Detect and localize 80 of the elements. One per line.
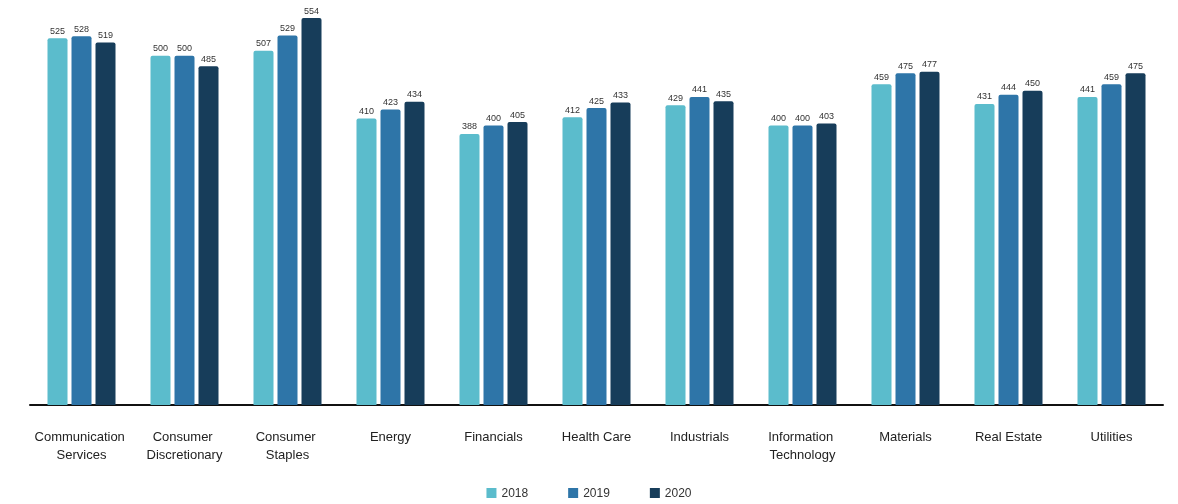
x-tick-label: Financials <box>464 428 524 444</box>
bar <box>356 118 377 405</box>
bar <box>174 55 195 405</box>
bar <box>1125 73 1146 405</box>
data-label: 423 <box>382 97 399 108</box>
x-tick-label: Consumer Discretionary <box>146 428 223 462</box>
data-label: 410 <box>358 106 375 117</box>
bar <box>253 50 274 405</box>
data-label: 450 <box>1024 78 1041 89</box>
data-label: 400 <box>794 113 811 124</box>
bar <box>586 108 607 405</box>
x-tick-label: Consumer Staples <box>255 428 320 462</box>
bar <box>277 35 298 405</box>
data-label: 435 <box>715 88 732 99</box>
bar <box>895 73 916 405</box>
data-label: 525 <box>49 25 66 36</box>
data-label: 485 <box>200 53 217 64</box>
data-label: 431 <box>976 91 993 102</box>
x-tick-label: Communication Services <box>34 428 129 462</box>
bar <box>47 38 68 405</box>
data-label: 477 <box>921 59 938 70</box>
data-label: 441 <box>1079 84 1096 95</box>
bar <box>1022 90 1043 405</box>
bar <box>95 42 116 405</box>
bar <box>998 94 1019 405</box>
bar <box>404 101 425 405</box>
data-label: 412 <box>564 104 581 115</box>
x-tick-label: Utilities <box>1090 428 1133 444</box>
data-label: 475 <box>897 60 914 71</box>
bar <box>792 125 813 405</box>
bar <box>1077 96 1098 405</box>
data-label: 400 <box>770 113 787 124</box>
x-tick-label: Information Technology <box>768 428 837 462</box>
bar <box>198 66 219 405</box>
data-label: 529 <box>279 22 296 33</box>
legend-label: 2020 <box>664 486 692 500</box>
data-label: 433 <box>612 90 629 101</box>
x-tick-label: Health Care <box>561 428 632 444</box>
bar <box>507 122 528 405</box>
bar <box>150 55 171 405</box>
data-label: 400 <box>485 113 502 124</box>
data-label: 441 <box>691 84 708 95</box>
data-label: 554 <box>303 5 320 16</box>
bar <box>380 109 401 405</box>
bar <box>713 101 734 405</box>
x-tick-label: Industrials <box>669 428 730 444</box>
bar <box>1101 84 1122 405</box>
data-label: 500 <box>152 43 169 54</box>
bar <box>768 125 789 405</box>
data-label: 528 <box>73 23 90 34</box>
bar <box>689 96 710 405</box>
data-label: 475 <box>1127 60 1144 71</box>
x-tick-label: Energy <box>369 428 412 444</box>
data-label: 429 <box>667 92 684 103</box>
data-label: 405 <box>509 109 526 120</box>
data-label: 434 <box>406 89 423 100</box>
bar <box>816 123 837 405</box>
bar <box>459 133 480 405</box>
legend-label: 2019 <box>583 486 611 500</box>
bar <box>301 18 322 405</box>
x-tick-label: Real Estate <box>974 428 1043 444</box>
bar <box>665 105 686 405</box>
bar <box>71 36 92 405</box>
data-label: 459 <box>873 71 890 82</box>
data-label: 403 <box>818 110 835 121</box>
legend-label: 2018 <box>501 486 529 500</box>
bar <box>562 117 583 405</box>
x-tick-label: Materials <box>879 428 933 444</box>
data-label: 388 <box>461 121 478 132</box>
bar <box>919 71 940 405</box>
bar <box>610 102 631 405</box>
data-label: 425 <box>588 95 605 106</box>
bar <box>483 125 504 405</box>
data-label: 459 <box>1103 71 1120 82</box>
bar <box>871 84 892 405</box>
data-label: 444 <box>1000 82 1017 93</box>
bar <box>974 103 995 405</box>
data-label: 500 <box>176 43 193 54</box>
data-label: 519 <box>97 29 114 40</box>
data-label: 507 <box>255 38 272 49</box>
